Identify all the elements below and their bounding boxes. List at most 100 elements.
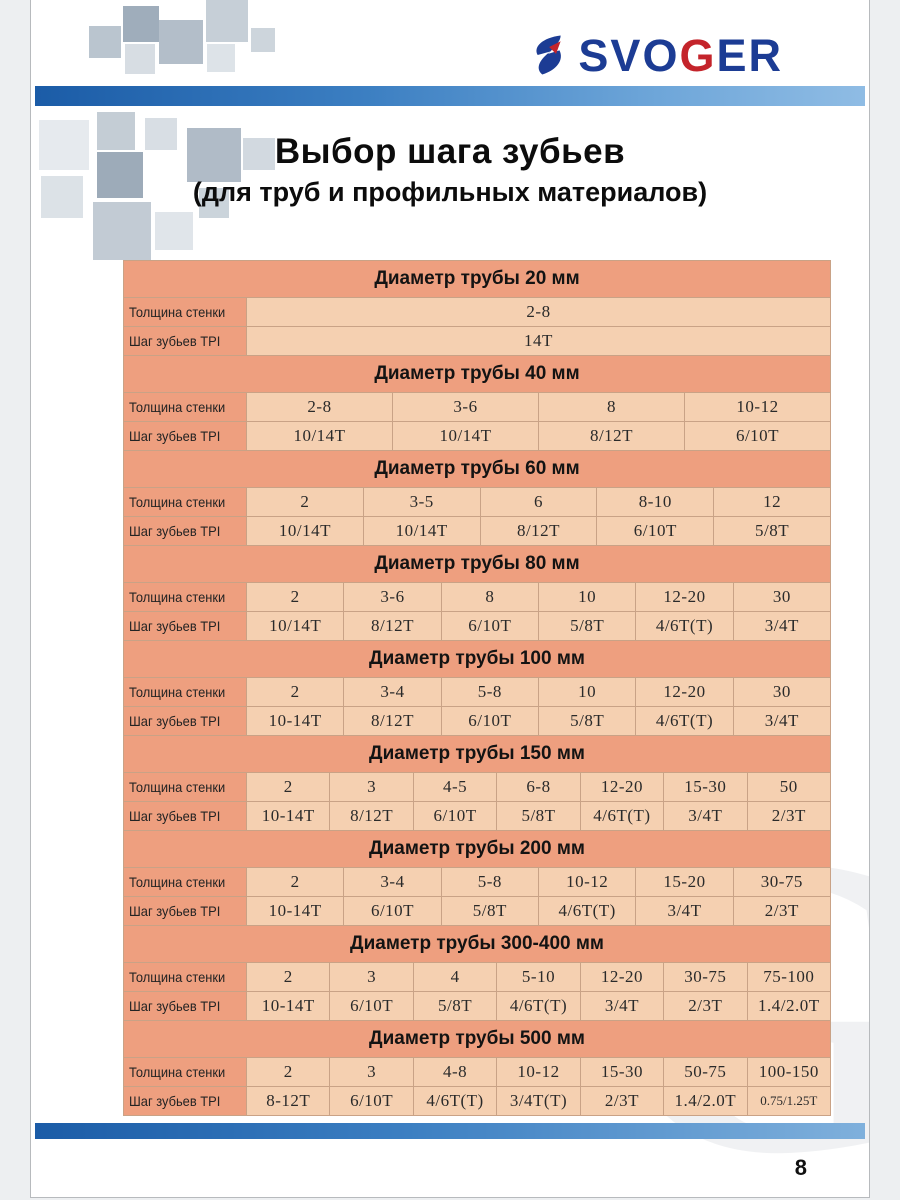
row-label: Толщина стенки xyxy=(124,1058,246,1086)
table-cell: 3-5 xyxy=(363,488,480,516)
table-cell: 3-6 xyxy=(393,393,538,421)
table-cell: 12-20 xyxy=(636,678,733,706)
table-cell: 2/3T xyxy=(580,1087,664,1115)
table-cell: 10 xyxy=(539,678,636,706)
table-cell: 8/12T xyxy=(344,707,441,735)
table-cell: 6/10T xyxy=(597,517,714,545)
row-label-text: Толщина стенки xyxy=(129,969,226,985)
table-cell: 10/14T xyxy=(363,517,480,545)
decorative-square xyxy=(243,138,275,170)
table-cell: 10-12 xyxy=(685,393,830,421)
row-label: Шаг зубьев TPI xyxy=(124,612,246,640)
row-label: Толщина стенки xyxy=(124,868,246,896)
table-cell: 1.4/2.0T xyxy=(747,992,830,1020)
table-cell: 4/6T(T) xyxy=(636,707,733,735)
footer-divider-bar xyxy=(35,1123,865,1139)
table-cell: 3-6 xyxy=(344,583,441,611)
table-cell: 5/8T xyxy=(497,802,580,830)
decorative-square xyxy=(123,6,159,42)
table-cell: 2-8 xyxy=(247,393,392,421)
section-header: Диаметр трубы 500 мм xyxy=(124,1021,830,1057)
table-cell: 2 xyxy=(247,678,344,706)
table-cell: 2/3T xyxy=(664,992,747,1020)
table-cell: 5/8T xyxy=(413,992,497,1020)
table-cell: 2-8 xyxy=(247,298,830,326)
table-cell: 15-30 xyxy=(664,773,747,801)
brand-wordmark: SVOGER xyxy=(578,33,783,78)
table-cell: 5-10 xyxy=(497,963,580,991)
section-header: Диаметр трубы 80 мм xyxy=(124,546,830,582)
table-cell: 4-5 xyxy=(413,773,497,801)
table-cell: 3/4T xyxy=(733,612,830,640)
table-cell: 3/4T xyxy=(733,707,830,735)
table-cell: 0.75/1.25T xyxy=(747,1087,830,1115)
table-cell: 2 xyxy=(247,1058,330,1086)
table-cell: 4/6T(T) xyxy=(497,992,580,1020)
row-label: Толщина стенки xyxy=(124,298,246,326)
table-cell: 50 xyxy=(747,773,830,801)
table-cell: 12-20 xyxy=(580,963,664,991)
table-row-tpi: Шаг зубьев TPI 8-12T 6/10T 4/6T(T) 3/4T(T) 2/… xyxy=(124,1087,830,1115)
table-cell: 14T xyxy=(247,327,830,355)
table-cell: 3 xyxy=(330,1058,413,1086)
table-cell: 10/14T xyxy=(393,422,538,450)
table-row-thickness: Толщина стенки 2 3 4-8 10-12 15-30 50-75 100-15… xyxy=(124,1058,830,1086)
table-cell: 30-75 xyxy=(733,868,830,896)
decorative-square xyxy=(199,188,229,218)
decorative-square xyxy=(251,28,275,52)
row-label: Толщина стенки xyxy=(124,963,246,991)
section-header: Диаметр трубы 150 мм xyxy=(124,736,830,772)
table-cell: 3 xyxy=(330,773,413,801)
table-row-thickness: Толщина стенки 2-8 3-6 8 10-12 xyxy=(124,393,830,421)
table-cell: 8 xyxy=(441,583,538,611)
table-row-tpi: Шаг зубьев TPI 10-14T 8/12T 6/10T 5/8T 4/6T(T… xyxy=(124,707,830,735)
table-cell: 100-150 xyxy=(747,1058,830,1086)
table-cell: 6/10T xyxy=(344,897,441,925)
table-cell: 6/10T xyxy=(685,422,830,450)
table-cell: 30 xyxy=(733,583,830,611)
table-row-thickness: Толщина стенки 2 3-4 5-8 10 12-20 30 xyxy=(124,678,830,706)
row-label-text: Толщина стенки xyxy=(129,399,226,415)
row-label-text: Толщина стенки xyxy=(129,874,226,890)
table-cell: 4/6T(T) xyxy=(539,897,636,925)
row-label: Толщина стенки xyxy=(124,583,246,611)
table-cell: 3/4T(T) xyxy=(497,1087,580,1115)
table-cell: 8 xyxy=(539,393,684,421)
table-cell: 10-12 xyxy=(497,1058,580,1086)
row-label: Толщина стенки xyxy=(124,393,246,421)
table-cell: 12 xyxy=(714,488,830,516)
section-header: Диаметр трубы 40 мм xyxy=(124,356,830,392)
row-label-text: Шаг зубьев TPI xyxy=(129,333,221,349)
table-cell: 3/4T xyxy=(580,992,664,1020)
row-label: Шаг зубьев TPI xyxy=(124,517,246,545)
row-label: Шаг зубьев TPI xyxy=(124,1087,246,1115)
svoger-logo: SVOGER xyxy=(525,32,783,78)
row-label-text: Толщина стенки xyxy=(129,304,226,320)
row-label-text: Толщина стенки xyxy=(129,1064,226,1080)
table-row-thickness: Толщина стенки 2 3 4-5 6-8 12-20 15-30 50 xyxy=(124,773,830,801)
header-divider-bar xyxy=(35,86,865,106)
table-cell: 4-8 xyxy=(413,1058,497,1086)
decorative-square xyxy=(125,44,155,74)
section-header: Диаметр трубы 100 мм xyxy=(124,641,830,677)
row-label: Шаг зубьев TPI xyxy=(124,802,246,830)
decorative-square xyxy=(93,202,151,260)
table-cell: 2/3T xyxy=(747,802,830,830)
table-cell: 5/8T xyxy=(539,707,636,735)
table-cell: 6/10T xyxy=(330,992,413,1020)
section-header: Диаметр трубы 20 мм xyxy=(124,261,830,297)
table-row-thickness: Толщина стенки 2 3-4 5-8 10-12 15-20 30-75 xyxy=(124,868,830,896)
decorative-square xyxy=(39,120,89,170)
document-page: SVOGER Выбор шага зубьев (для труб и про… xyxy=(30,0,870,1198)
table-cell: 10/14T xyxy=(247,422,392,450)
table-cell: 6/10T xyxy=(413,802,497,830)
table-cell: 2 xyxy=(247,773,330,801)
decorative-square xyxy=(206,0,248,42)
table-cell: 10-14T xyxy=(247,897,344,925)
table-cell: 30-75 xyxy=(664,963,747,991)
row-label: Шаг зубьев TPI xyxy=(124,897,246,925)
table-cell: 1.4/2.0T xyxy=(664,1087,747,1115)
table-cell: 10 xyxy=(539,583,636,611)
table-cell: 6/10T xyxy=(441,612,538,640)
table-cell: 2/3T xyxy=(733,897,830,925)
